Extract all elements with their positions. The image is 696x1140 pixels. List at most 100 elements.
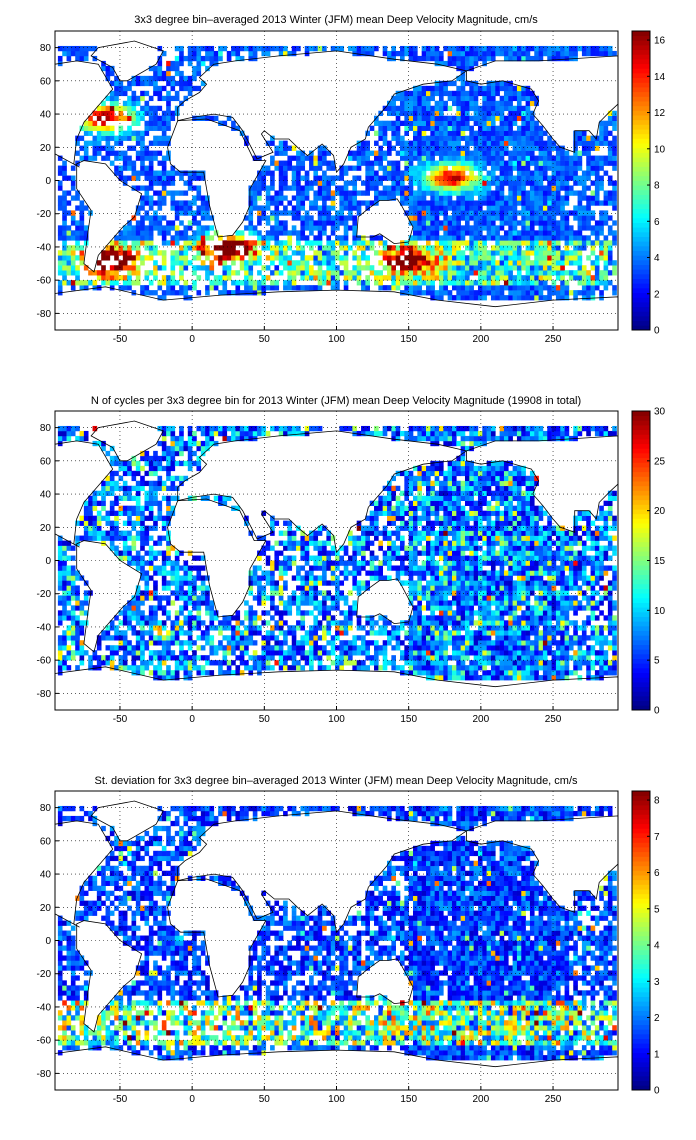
heatmap-cell: [408, 140, 414, 146]
heatmap-cell: [96, 105, 102, 112]
heatmap-cell: [421, 210, 427, 216]
heatmap-cell: [244, 260, 249, 266]
heatmap-cell: [542, 235, 548, 241]
heatmap-cell: [183, 575, 189, 581]
heatmap-cell: [365, 285, 370, 291]
heatmap-cell: [348, 205, 353, 211]
heatmap-cell: [516, 265, 522, 271]
heatmap-cell: [287, 555, 293, 561]
heatmap-cell: [451, 235, 457, 241]
heatmap-cell: [421, 55, 427, 62]
heatmap-cell: [291, 170, 297, 176]
heatmap-cell: [404, 100, 409, 107]
heatmap-cell: [473, 265, 479, 271]
heatmap-cell: [456, 175, 461, 181]
heatmap-cell: [257, 625, 262, 631]
heatmap-cell: [603, 260, 609, 266]
heatmap-cell: [499, 165, 505, 171]
heatmap-cell: [365, 275, 370, 281]
heatmap-cell: [261, 185, 267, 191]
heatmap-cell: [291, 275, 297, 281]
heatmap-cell: [534, 205, 539, 211]
heatmap-cell: [179, 210, 184, 216]
heatmap-cell: [460, 285, 466, 291]
heatmap-cell: [607, 215, 613, 221]
heatmap-cell: [417, 100, 422, 107]
heatmap-cell: [551, 165, 557, 171]
heatmap-cell: [196, 170, 202, 176]
heatmap-cell: [200, 200, 206, 206]
heatmap-cell: [252, 195, 258, 201]
heatmap-cell: [174, 65, 180, 72]
heatmap-cell: [148, 235, 154, 241]
heatmap-cell: [75, 195, 80, 201]
heatmap-cell: [391, 50, 396, 57]
heatmap-cell: [542, 205, 548, 211]
heatmap-cell: [157, 150, 163, 156]
heatmap-cell: [131, 645, 137, 651]
heatmap-cell: [148, 120, 154, 126]
heatmap-cell: [170, 670, 176, 676]
heatmap-cell: [529, 295, 535, 301]
heatmap-cell: [568, 175, 574, 181]
heatmap-cell: [534, 235, 539, 241]
heatmap-cell: [612, 145, 617, 151]
heatmap-cell: [521, 255, 526, 261]
heatmap-cell: [426, 265, 431, 271]
heatmap-cell: [166, 100, 171, 107]
heatmap-cell: [460, 260, 466, 266]
heatmap-cell: [88, 120, 93, 126]
heatmap-cell: [339, 200, 345, 206]
heatmap-cell: [270, 560, 275, 566]
heatmap-cell: [283, 140, 288, 146]
heatmap-cell: [564, 190, 570, 196]
heatmap-cell: [166, 580, 171, 586]
heatmap-cell: [322, 270, 327, 276]
heatmap-cell: [413, 280, 418, 286]
heatmap-cell: [252, 245, 258, 251]
heatmap-cell: [274, 265, 280, 271]
heatmap-cell: [512, 185, 518, 191]
heatmap-cell: [512, 175, 518, 181]
heatmap-cell: [426, 255, 431, 261]
heatmap-cell: [542, 240, 548, 246]
heatmap-cell: [447, 140, 453, 146]
heatmap-cell: [274, 250, 280, 256]
heatmap-cell: [469, 185, 474, 191]
heatmap-cell: [490, 110, 496, 117]
heatmap-cell: [525, 225, 531, 231]
heatmap-cell: [426, 225, 431, 231]
heatmap-cell: [114, 510, 119, 516]
heatmap-cell: [573, 160, 578, 166]
heatmap-cell: [551, 225, 557, 231]
heatmap-cell: [148, 480, 154, 487]
heatmap-cell: [196, 245, 202, 251]
heatmap-cell: [127, 280, 132, 286]
heatmap-cell: [248, 625, 254, 631]
heatmap-cell: [391, 110, 396, 117]
heatmap-cell: [118, 250, 124, 256]
heatmap-cell: [205, 255, 210, 261]
heatmap-cell: [426, 105, 431, 112]
heatmap-cell: [473, 260, 479, 266]
heatmap-cell: [607, 200, 613, 206]
heatmap-cell: [261, 285, 267, 291]
heatmap-cell: [75, 630, 80, 636]
heatmap-cell: [135, 245, 141, 251]
heatmap-cell: [192, 70, 197, 77]
heatmap-cell: [499, 260, 505, 266]
heatmap-cell: [551, 260, 557, 266]
heatmap-cell: [140, 620, 145, 626]
heatmap-cell: [79, 645, 85, 651]
heatmap-cell: [205, 235, 210, 241]
heatmap-cell: [361, 240, 366, 246]
heatmap-cell: [62, 270, 67, 276]
heatmap-cell: [166, 540, 171, 546]
heatmap-cell: [499, 180, 505, 186]
heatmap-cell: [326, 215, 332, 221]
heatmap-cell: [148, 670, 154, 676]
heatmap-cell: [265, 640, 271, 646]
heatmap-cell: [57, 280, 63, 286]
heatmap-cell: [131, 560, 137, 566]
heatmap-cell: [140, 640, 145, 646]
